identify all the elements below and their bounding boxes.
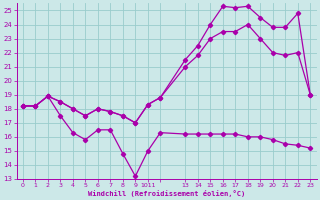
X-axis label: Windchill (Refroidissement éolien,°C): Windchill (Refroidissement éolien,°C) (88, 190, 245, 197)
